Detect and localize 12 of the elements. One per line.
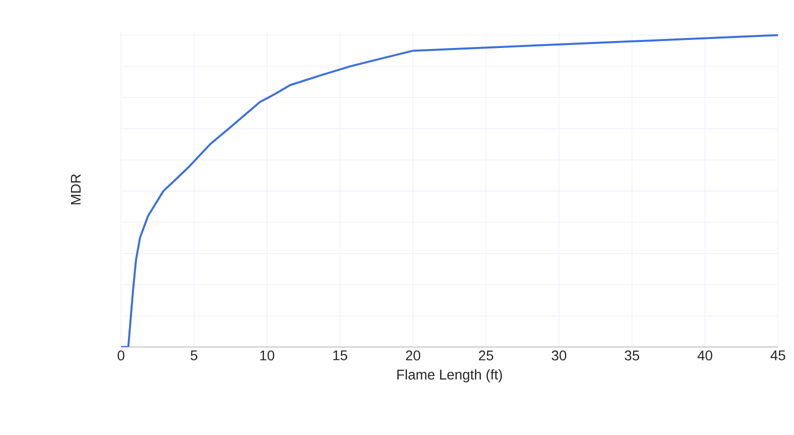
- x-tick-label: 5: [190, 350, 198, 360]
- x-tick-label: 40: [698, 350, 712, 360]
- x-tick-label: 15: [333, 350, 348, 360]
- x-tick-label: 10: [260, 350, 274, 360]
- x-tick-label: 35: [624, 350, 640, 360]
- x-tick-label: 20: [406, 350, 420, 360]
- x-tick-label: 0: [118, 350, 124, 360]
- y-axis-title: MDR: [70, 174, 81, 204]
- x-tick-label: 45: [770, 350, 786, 360]
- x-axis-title: Flame Length (ft): [397, 369, 502, 382]
- x-tick-label: 30: [552, 350, 566, 360]
- x-tick-label: 25: [478, 350, 494, 360]
